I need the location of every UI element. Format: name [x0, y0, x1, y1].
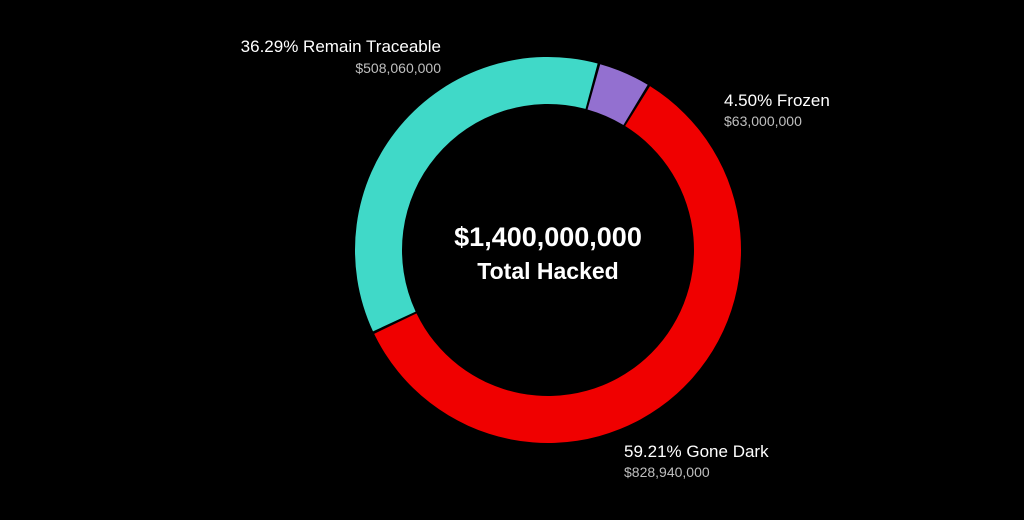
- amount-remain-traceable: $508,060,000: [355, 60, 441, 76]
- amount-frozen: $63,000,000: [724, 113, 802, 129]
- label-frozen: 4.50% Frozen: [724, 91, 830, 110]
- center-total-value: $1,400,000,000: [454, 222, 642, 252]
- label-remain-traceable: 36.29% Remain Traceable: [241, 37, 441, 56]
- center-total-label: Total Hacked: [477, 258, 618, 284]
- slice-remain-traceable: [355, 57, 598, 332]
- donut-slices: [355, 57, 741, 444]
- slice-frozen: [587, 64, 648, 125]
- label-gone-dark: 59.21% Gone Dark: [624, 442, 769, 461]
- amount-gone-dark: $828,940,000: [624, 464, 710, 480]
